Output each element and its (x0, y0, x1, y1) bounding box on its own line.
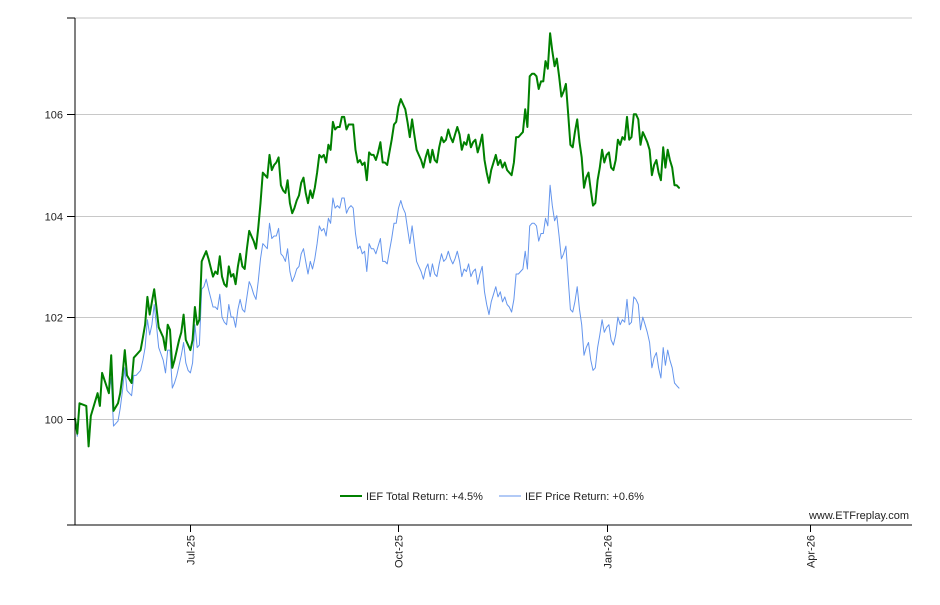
legend-label-price-return: IEF Price Return: +0.6% (525, 491, 644, 503)
series-lines (74, 32, 680, 448)
x-axis-ticks: Jul-25 Oct-25 Jan-26 Apr-26 (186, 525, 818, 569)
x-tick-label-jan-26: Jan-26 (603, 535, 615, 569)
x-tick-label-oct-25: Oct-25 (394, 535, 406, 568)
series-line-price-return (74, 184, 680, 447)
y-axis-ticks: 100 102 104 106 (45, 17, 75, 526)
x-tick-label-apr-26: Apr-26 (806, 535, 818, 568)
gridlines (75, 17, 912, 420)
series-line-total-return (74, 32, 680, 448)
watermark-text: www.ETFreplay.com (808, 510, 909, 522)
legend: IEF Total Return: +4.5% IEF Price Return… (340, 491, 644, 503)
axes (74, 18, 912, 526)
y-tick-label-104: 104 (45, 212, 63, 224)
legend-label-total-return: IEF Total Return: +4.5% (366, 491, 483, 503)
y-tick-label-100: 100 (45, 415, 63, 427)
x-tick-label-jul-25: Jul-25 (186, 535, 198, 565)
y-tick-label-106: 106 (45, 110, 63, 122)
y-tick-label-102: 102 (45, 313, 63, 325)
